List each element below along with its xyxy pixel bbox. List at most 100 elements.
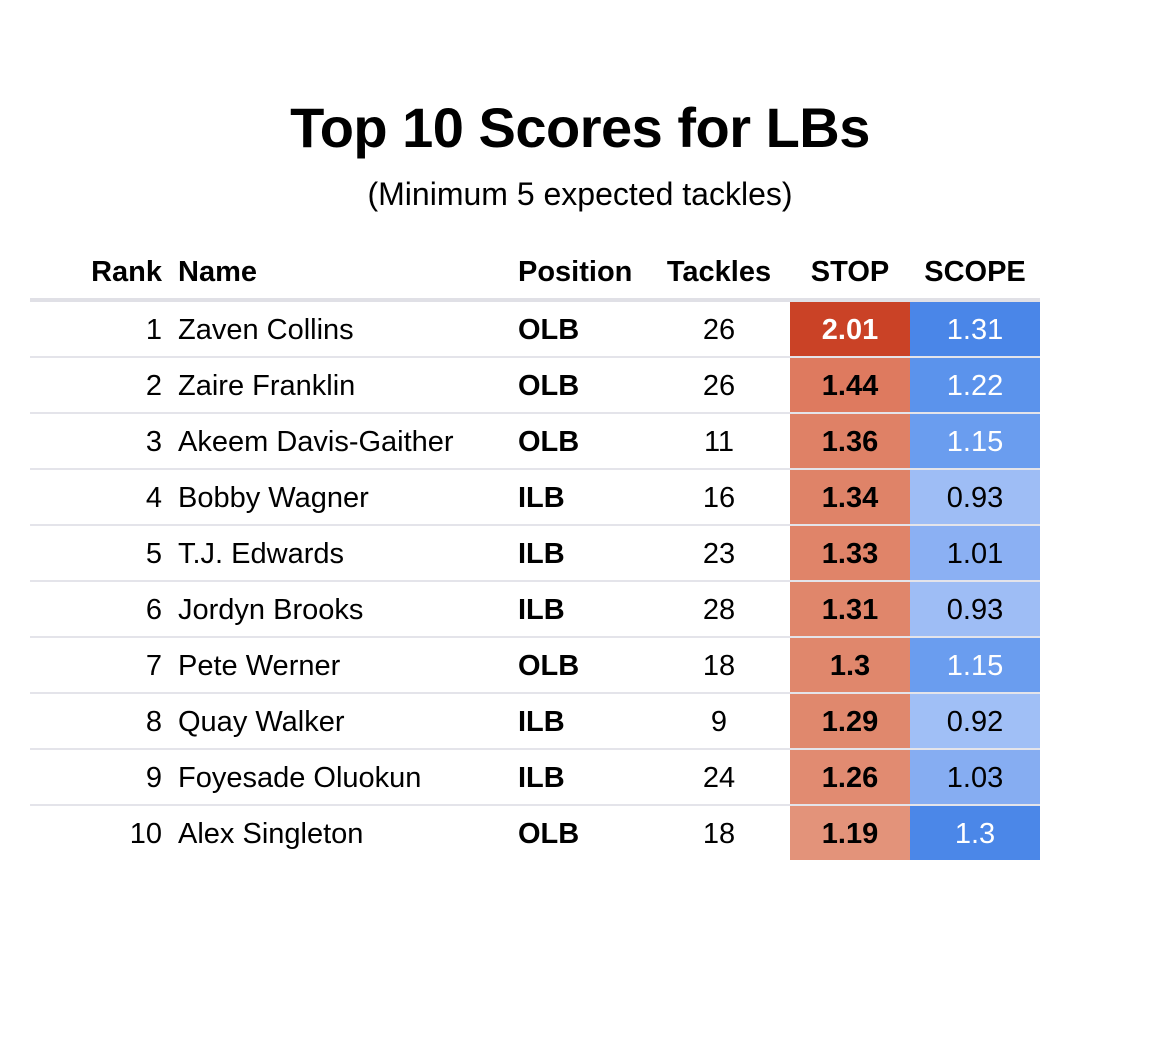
player-name-cell: Zaire Franklin — [178, 369, 356, 402]
position-cell: ILB — [518, 761, 565, 794]
scope-fill — [910, 806, 1040, 860]
scope-fill — [910, 750, 1040, 804]
stop-fill — [790, 302, 910, 356]
row-divider — [30, 804, 1040, 806]
rank-cell: 10 — [129, 817, 162, 850]
header-rank: Rank — [91, 256, 162, 288]
table-row: 6 Jordyn Brooks ILB 28 1.31 0.93 — [30, 582, 1040, 638]
scope-value-cell: 1.01 — [946, 537, 1004, 570]
player-name-cell: Pete Werner — [178, 649, 341, 682]
scope-fill — [910, 582, 1040, 636]
rank-cell: 9 — [145, 761, 162, 794]
row-divider — [30, 356, 1040, 358]
row-divider — [30, 748, 1040, 750]
stop-value-cell: 1.19 — [821, 817, 879, 850]
table-row: 10 Alex Singleton OLB 18 1.19 1.3 — [30, 806, 1040, 862]
stop-fill — [790, 526, 910, 580]
table-row: 9 Foyesade Oluokun ILB 24 1.26 1.03 — [30, 750, 1040, 806]
table-body: 1 Zaven Collins OLB 26 2.01 1.31 2 Zaire Frankl… — [30, 302, 1040, 862]
position-cell: OLB — [518, 817, 580, 850]
header-name: Name — [178, 256, 257, 288]
scope-value-cell: 0.93 — [946, 593, 1004, 626]
stop-fill — [790, 638, 910, 692]
table-row: 3 Akeem Davis-Gaither OLB 11 1.36 1.15 — [30, 414, 1040, 470]
rank-cell: 3 — [145, 425, 162, 458]
scope-value-cell: 1.15 — [946, 649, 1004, 682]
stop-value-cell: 2.01 — [821, 313, 879, 346]
scope-fill — [910, 526, 1040, 580]
table-row: 8 Quay Walker ILB 9 1.29 0.92 — [30, 694, 1040, 750]
stop-value-cell: 1.33 — [821, 537, 879, 570]
tackles-cell: 26 — [702, 313, 736, 346]
tackles-cell: 18 — [702, 649, 736, 682]
scope-fill — [910, 358, 1040, 412]
table-row: 5 T.J. Edwards ILB 23 1.33 1.01 — [30, 526, 1040, 582]
tackles-cell: 9 — [710, 705, 728, 738]
table-row: 1 Zaven Collins OLB 26 2.01 1.31 — [30, 302, 1040, 358]
position-cell: ILB — [518, 705, 565, 738]
player-name-cell: Bobby Wagner — [178, 481, 369, 514]
player-name-cell: T.J. Edwards — [178, 537, 344, 570]
scope-fill — [910, 694, 1040, 748]
position-cell: ILB — [518, 593, 565, 626]
tackles-cell: 23 — [702, 537, 736, 570]
stop-value-cell: 1.31 — [821, 593, 879, 626]
tackles-cell: 11 — [703, 425, 735, 458]
stop-value-cell: 1.36 — [821, 425, 879, 458]
stop-value-cell: 1.3 — [829, 649, 871, 682]
stop-fill — [790, 750, 910, 804]
header-tackles: Tackles — [666, 256, 772, 288]
chart-title: Top 10 Scores for LBs — [290, 96, 870, 159]
player-name-cell: Foyesade Oluokun — [178, 761, 422, 794]
stop-value-cell: 1.44 — [821, 369, 879, 402]
scope-value-cell: 1.03 — [946, 761, 1004, 794]
row-divider — [30, 524, 1040, 526]
table-row: 4 Bobby Wagner ILB 16 1.34 0.93 — [30, 470, 1040, 526]
chart-subtitle: (Minimum 5 expected tackles) — [367, 176, 793, 212]
stop-fill — [790, 358, 910, 412]
player-name-cell: Alex Singleton — [178, 817, 364, 850]
player-name-cell: Zaven Collins — [178, 313, 354, 346]
rank-cell: 8 — [145, 705, 162, 738]
stop-fill — [790, 582, 910, 636]
rank-cell: 6 — [145, 593, 162, 626]
position-cell: OLB — [518, 313, 580, 346]
player-name-cell: Quay Walker — [178, 705, 345, 738]
scope-value-cell: 0.93 — [946, 481, 1004, 514]
rank-cell: 2 — [145, 369, 162, 402]
tackles-cell: 26 — [702, 369, 736, 402]
rank-cell: 5 — [145, 537, 162, 570]
scope-value-cell: 1.31 — [946, 313, 1004, 346]
table-row: 7 Pete Werner OLB 18 1.3 1.15 — [30, 638, 1040, 694]
scope-fill — [910, 470, 1040, 524]
stop-fill — [790, 470, 910, 524]
rank-cell: 4 — [145, 481, 162, 514]
scope-fill — [910, 638, 1040, 692]
position-cell: OLB — [518, 649, 580, 682]
scope-value-cell: 1.3 — [954, 817, 996, 850]
tackles-cell: 16 — [702, 481, 736, 514]
position-cell: OLB — [518, 369, 580, 402]
stop-fill — [790, 694, 910, 748]
scope-fill — [910, 302, 1040, 356]
position-cell: OLB — [518, 425, 580, 458]
stop-value-cell: 1.34 — [821, 481, 879, 514]
scope-value-cell: 1.22 — [946, 369, 1004, 402]
row-divider — [30, 580, 1040, 582]
stop-fill — [790, 806, 910, 860]
tackles-cell: 28 — [702, 593, 736, 626]
scope-value-cell: 0.92 — [946, 705, 1004, 738]
position-cell: ILB — [518, 481, 565, 514]
stop-value-cell: 1.26 — [821, 761, 879, 794]
header-stop: STOP — [810, 256, 890, 288]
rank-cell: 7 — [145, 649, 162, 682]
stop-value-cell: 1.29 — [821, 705, 879, 738]
row-divider — [30, 412, 1040, 414]
tackles-cell: 24 — [702, 761, 736, 794]
row-divider — [30, 636, 1040, 638]
row-divider — [30, 692, 1040, 694]
stop-fill — [790, 414, 910, 468]
player-name-cell: Jordyn Brooks — [178, 593, 364, 626]
header-scope: SCOPE — [924, 256, 1026, 288]
